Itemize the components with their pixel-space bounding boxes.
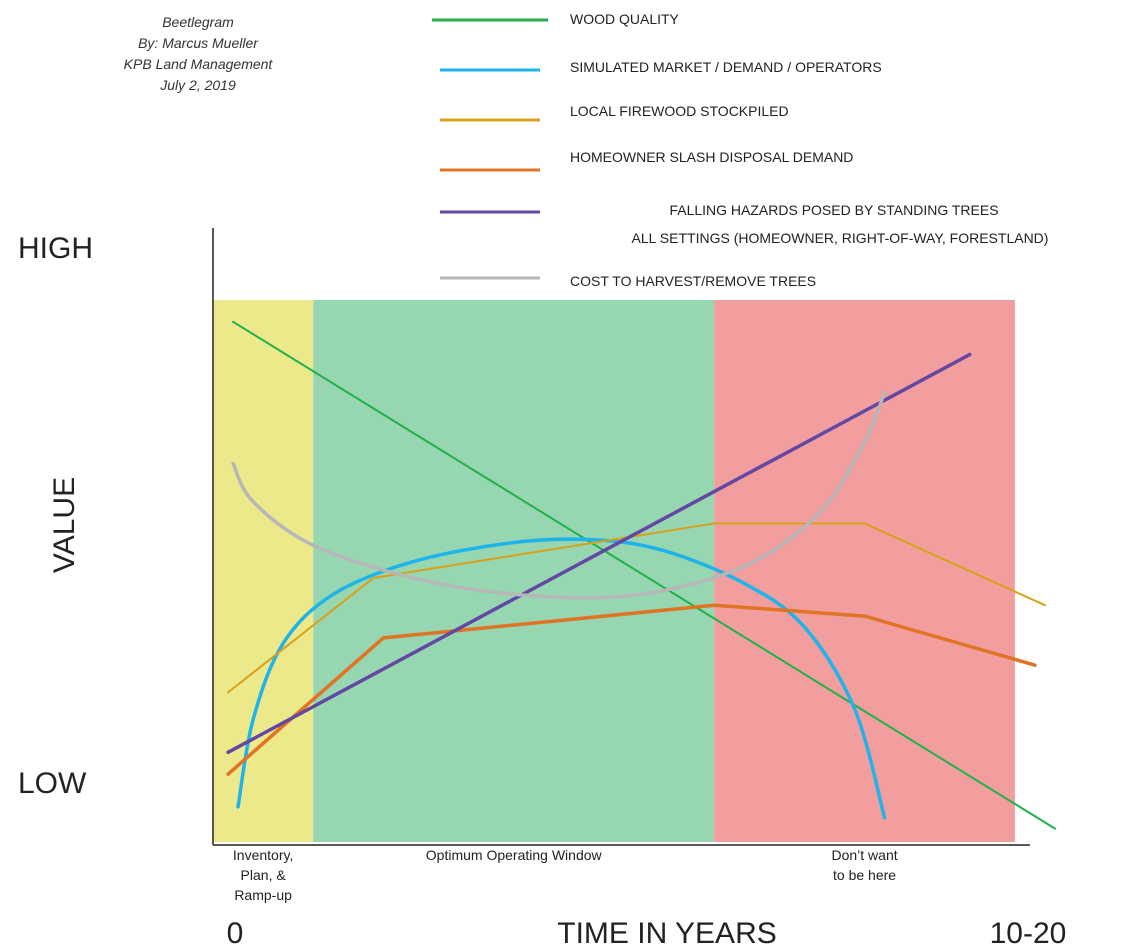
zone-label-0: Inventory, Plan, & Ramp-up	[233, 847, 293, 903]
legend-label-0: WOOD QUALITY	[570, 11, 680, 27]
series-line-3	[226, 603, 1037, 776]
legend-label-5: COST TO HARVEST/REMOVE TREES	[570, 273, 816, 289]
credit-title: Beetlegram	[162, 14, 234, 30]
credit-date: July 2, 2019	[160, 77, 236, 93]
zones-layer: Inventory, Plan, & Ramp-up Optimum Operatin…	[213, 300, 1015, 903]
credit-org: KPB Land Management	[123, 56, 273, 72]
x-tick-end: 10-20	[990, 917, 1067, 950]
zone-1	[313, 300, 715, 842]
y-tick-low: LOW	[18, 767, 87, 800]
series-layer	[226, 320, 1056, 830]
zone-label-1: Optimum Operating Window	[426, 847, 603, 863]
legend-label-2: LOCAL FIREWOOD STOCKPILED	[570, 103, 789, 119]
zone-label-2: Don’t want to be here	[831, 847, 897, 883]
legend-label-4-line2: ALL SETTINGS (HOMEOWNER, RIGHT-OF-WAY, F…	[632, 230, 1049, 246]
series-line-0	[232, 320, 1056, 830]
axes-layer	[212, 228, 1030, 846]
zone-0	[213, 300, 314, 842]
legend-label-1: SIMULATED MARKET / DEMAND / OPERATORS	[570, 59, 882, 75]
series-line-2	[227, 522, 1046, 694]
series-line-5	[231, 390, 887, 600]
legend: WOOD QUALITY SIMULATED MARKET / DEMAND / …	[432, 11, 1048, 289]
legend-label-4: FALLING HAZARDS POSED BY STANDING TREES	[669, 202, 998, 218]
text-layer: HIGH LOW VALUE 0 TIME IN YEARS 10-20	[18, 232, 1066, 950]
credit-author: By: Marcus Mueller	[138, 35, 258, 51]
x-tick-start: 0	[227, 917, 244, 950]
x-axis-label: TIME IN YEARS	[557, 917, 777, 950]
series-line-4	[226, 352, 972, 755]
legend-label-3: HOMEOWNER SLASH DISPOSAL DEMAND	[570, 149, 853, 165]
zone-2	[714, 300, 1015, 842]
y-axis-label: VALUE	[48, 477, 81, 573]
credit-block: Beetlegram By: Marcus Mueller KPB Land M…	[78, 12, 318, 96]
y-tick-high: HIGH	[18, 232, 93, 265]
